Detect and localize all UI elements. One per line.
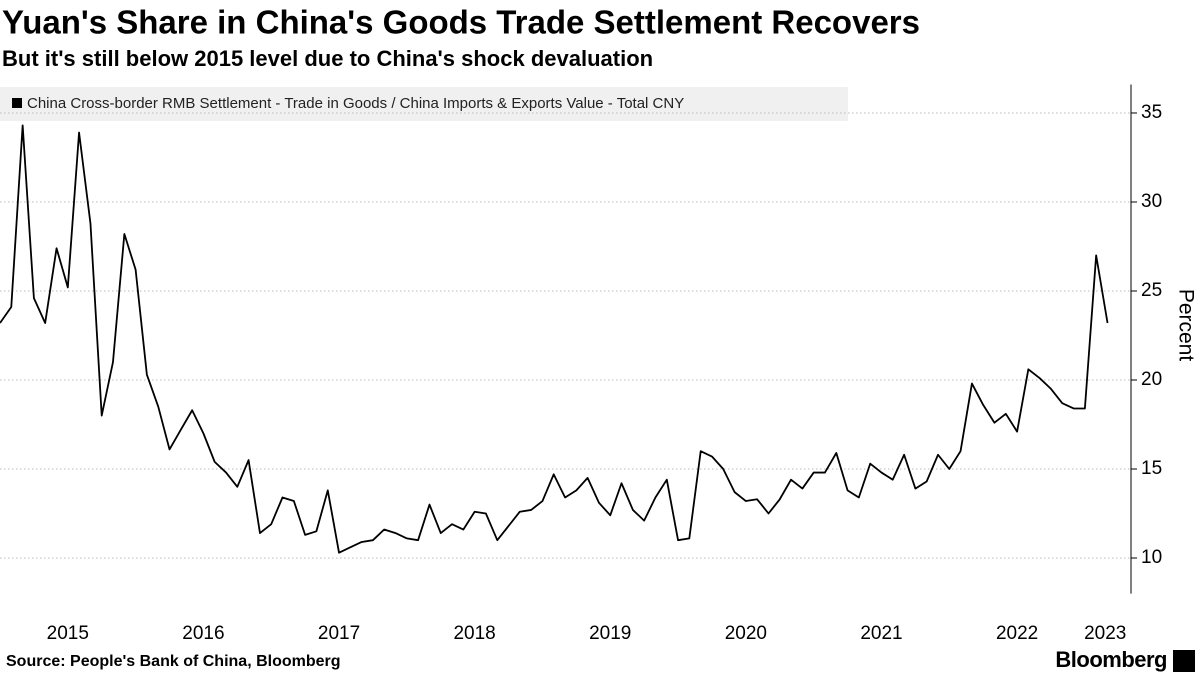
y-tick-label: 30: [1141, 191, 1162, 212]
y-tick-label: 15: [1141, 458, 1162, 479]
x-tick-label: 2016: [182, 623, 224, 644]
series-line: [0, 124, 1109, 554]
legend-swatch: [12, 98, 22, 108]
x-tick-label: 2022: [996, 623, 1038, 644]
y-tick-label: 35: [1141, 102, 1162, 123]
x-tick-label: 2021: [860, 623, 902, 644]
x-tick-label: 2020: [725, 623, 767, 644]
y-tick-label: 20: [1141, 369, 1162, 390]
legend-box: [0, 87, 848, 121]
chart-subtitle: But it's still below 2015 level due to C…: [2, 46, 653, 71]
y-axis-label: Percent: [1174, 289, 1197, 362]
source: Source: People's Bank of China, Bloomber…: [6, 653, 341, 670]
x-tick-label: 2019: [589, 623, 631, 644]
y-tick-label: 10: [1141, 547, 1162, 568]
y-tick-label: 25: [1141, 280, 1162, 301]
brand: Bloomberg: [1055, 647, 1167, 672]
x-tick-label: 2017: [318, 623, 360, 644]
x-tick-label: 2015: [47, 623, 89, 644]
legend-label: China Cross-border RMB Settlement - Trad…: [27, 95, 684, 112]
brand-icon: [1173, 650, 1195, 672]
chart-title: Yuan's Share in China's Goods Trade Sett…: [2, 4, 920, 41]
x-tick-label: 2023: [1084, 623, 1126, 644]
x-tick-label: 2018: [453, 623, 495, 644]
